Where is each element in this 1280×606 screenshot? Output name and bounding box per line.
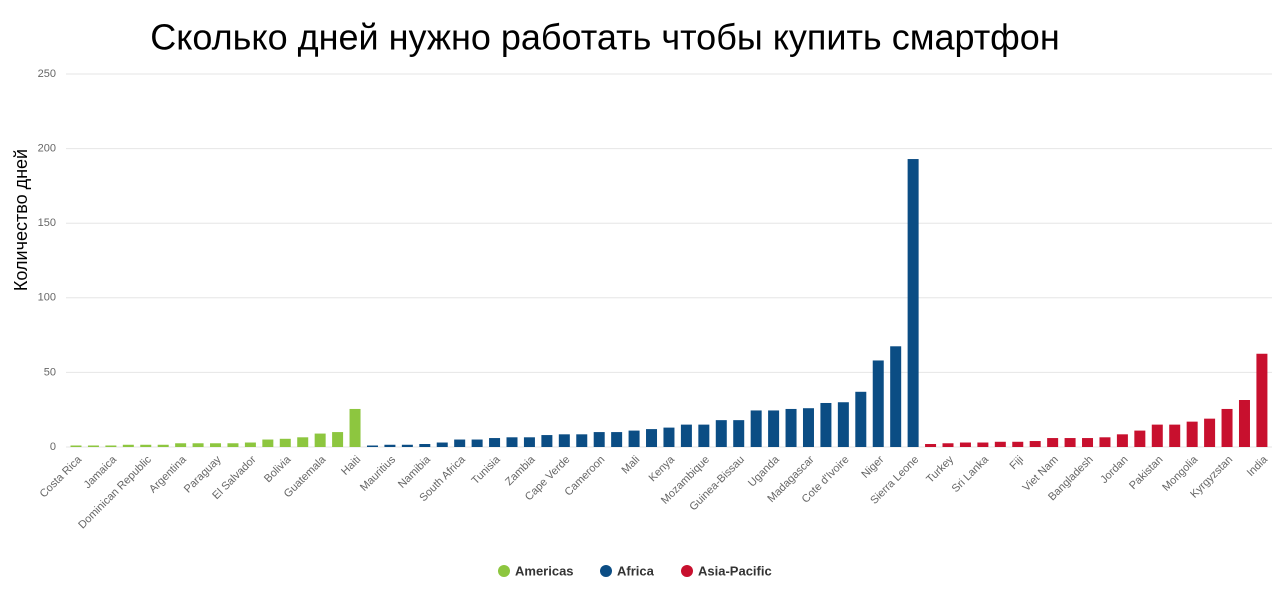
bar: [942, 443, 954, 447]
bar: [332, 432, 344, 447]
x-tick-label: Jordan: [1098, 454, 1130, 486]
bar: [262, 439, 274, 447]
bar: [192, 443, 204, 447]
bar: [454, 439, 466, 447]
bar: [820, 402, 832, 447]
bar: [384, 444, 396, 447]
legend-swatch: [498, 565, 510, 577]
x-tick-label: Tunisia: [469, 453, 503, 487]
bar: [698, 424, 710, 447]
bar: [244, 442, 256, 447]
bar: [558, 434, 570, 447]
x-tick-label: Bolivia: [262, 453, 294, 485]
y-tick-label: 50: [44, 366, 56, 378]
bar: [680, 424, 692, 447]
bar: [105, 445, 117, 447]
legend-label: Asia-Pacific: [698, 563, 772, 578]
bar: [855, 391, 867, 447]
legend-swatch: [600, 565, 612, 577]
bar: [1047, 438, 1059, 447]
bar: [506, 437, 518, 447]
bar: [227, 443, 239, 447]
bar: [471, 439, 483, 447]
x-tick-label: Mali: [620, 454, 643, 477]
bar: [925, 444, 937, 447]
bar: [523, 437, 535, 447]
bar: [541, 435, 553, 447]
bar: [785, 408, 797, 447]
legend-swatch: [681, 565, 693, 577]
bar: [750, 410, 762, 447]
legend-label: Africa: [617, 563, 655, 578]
y-tick-label: 250: [38, 68, 56, 80]
bar: [175, 443, 187, 447]
bar: [890, 346, 902, 447]
x-tick-label: Mauritius: [358, 453, 398, 493]
x-tick-label: Turkey: [924, 453, 956, 485]
bar: [837, 402, 849, 447]
bar: [210, 443, 222, 447]
x-tick-label: India: [1245, 453, 1271, 479]
bar: [489, 438, 501, 447]
x-tick-label: Sri Lanka: [950, 453, 992, 495]
legend-label: Americas: [515, 563, 574, 578]
bar: [1151, 424, 1163, 447]
x-tick-label: Kenya: [647, 453, 678, 484]
bar: [1029, 441, 1041, 447]
bar: [1238, 400, 1250, 447]
bar: [872, 360, 884, 447]
bar: [611, 432, 623, 447]
bar: [1116, 434, 1128, 447]
chart-title: Сколько дней нужно работать чтобы купить…: [150, 17, 1059, 58]
bar: [1169, 424, 1181, 447]
bar: [157, 444, 169, 447]
bar: [401, 444, 413, 447]
bar: [802, 408, 814, 447]
bar: [87, 445, 99, 447]
bar: [1099, 437, 1111, 447]
bar: [768, 410, 780, 447]
bar: [907, 159, 919, 447]
x-tick-label: Zambia: [503, 453, 538, 488]
bar: [366, 445, 378, 447]
bar: [593, 432, 605, 447]
bar: [314, 433, 326, 447]
bar: [419, 444, 431, 447]
y-tick-label: 200: [38, 143, 56, 155]
bar: [1082, 438, 1094, 447]
bar: [1221, 408, 1233, 447]
bar: [576, 434, 588, 447]
y-tick-label: 150: [38, 217, 56, 229]
x-tick-label: Haiti: [339, 454, 363, 478]
bar: [140, 444, 152, 447]
bar: [628, 430, 640, 447]
bar: [70, 445, 82, 447]
y-tick-label: 100: [38, 292, 56, 304]
bar: [436, 442, 448, 447]
x-tick-label: Fiji: [1008, 454, 1026, 472]
x-tick-label: Costa Rica: [38, 453, 85, 500]
bar: [959, 442, 971, 447]
y-tick-label: 0: [50, 441, 56, 453]
bar: [663, 427, 675, 447]
bar: [122, 444, 134, 447]
bar: [1012, 441, 1024, 447]
bar: [1256, 353, 1268, 447]
bar: [349, 408, 361, 447]
bar: [994, 441, 1006, 447]
x-tick-label: Pakistan: [1127, 454, 1165, 492]
bar: [715, 420, 727, 447]
bar: [1186, 421, 1198, 447]
bar: [1134, 430, 1146, 447]
x-tick-label: Niger: [859, 453, 886, 480]
bar: [279, 438, 291, 447]
y-axis-label: Количество дней: [11, 149, 31, 291]
bar: [1064, 438, 1076, 447]
bar: [733, 420, 745, 447]
bar: [297, 437, 309, 447]
bar: [977, 442, 989, 447]
bar: [646, 429, 658, 447]
bar: [1204, 418, 1216, 447]
